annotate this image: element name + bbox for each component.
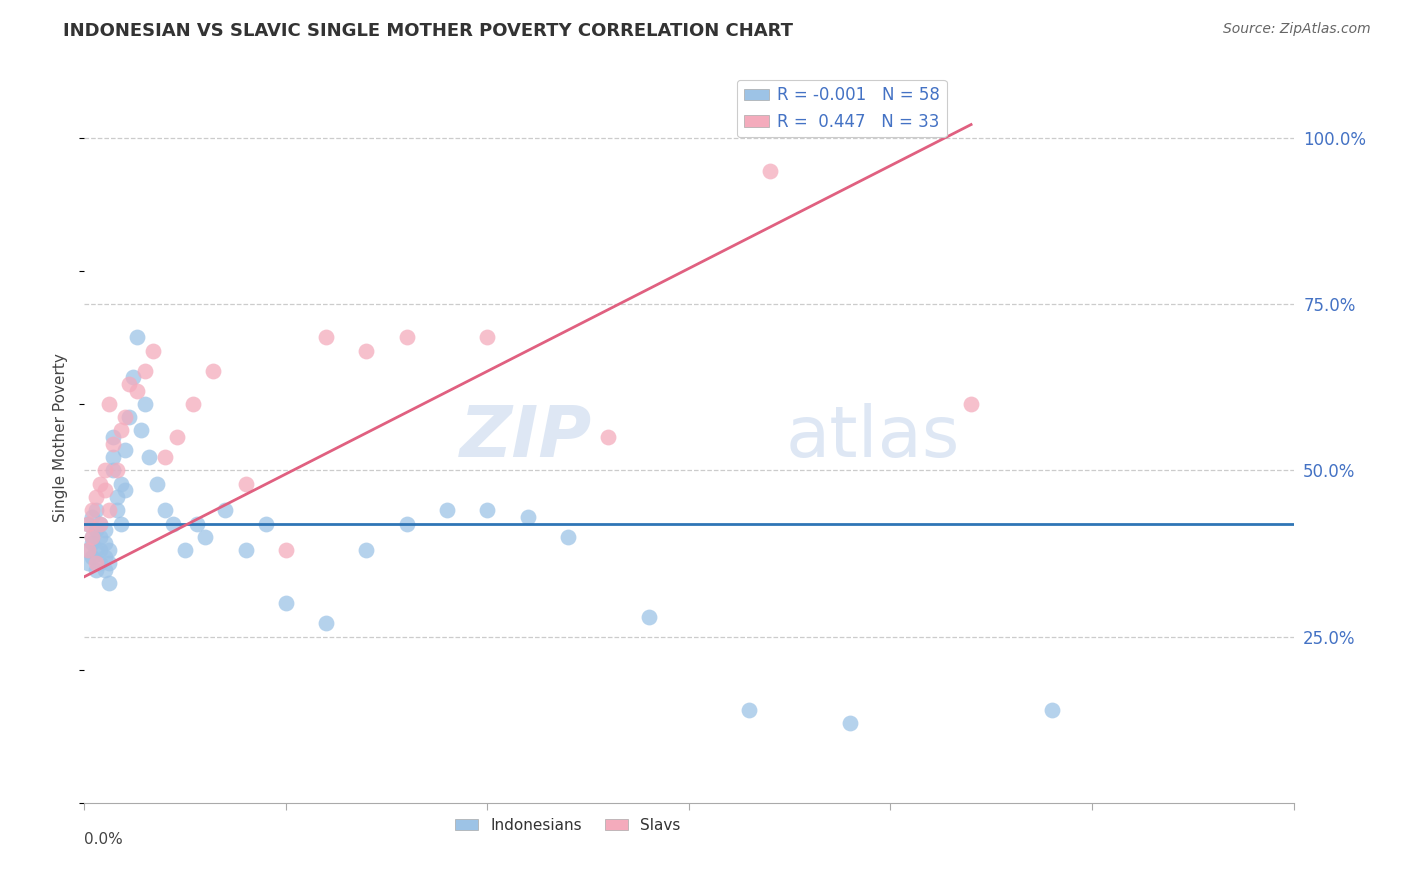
Point <box>89 530 111 544</box>
Point <box>114 443 136 458</box>
Point <box>101 430 124 444</box>
Point <box>598 430 620 444</box>
Point <box>315 616 337 631</box>
Point <box>89 476 111 491</box>
Point <box>214 503 236 517</box>
Point <box>202 363 225 377</box>
Point <box>86 543 108 558</box>
Point <box>960 397 983 411</box>
Point <box>77 543 100 558</box>
Point <box>758 164 780 178</box>
Point <box>77 516 100 531</box>
Point <box>82 503 104 517</box>
Text: INDONESIAN VS SLAVIC SINGLE MOTHER POVERTY CORRELATION CHART: INDONESIAN VS SLAVIC SINGLE MOTHER POVER… <box>63 22 793 40</box>
Point <box>186 516 208 531</box>
Point <box>153 503 176 517</box>
Point <box>89 516 111 531</box>
Point <box>89 557 111 571</box>
Point <box>82 530 104 544</box>
Point <box>101 436 124 450</box>
Text: 0.0%: 0.0% <box>84 832 124 847</box>
Point <box>166 430 188 444</box>
Y-axis label: Single Mother Poverty: Single Mother Poverty <box>53 352 69 522</box>
Point <box>110 516 132 531</box>
Point <box>97 543 120 558</box>
Point <box>839 716 862 731</box>
Point <box>162 516 184 531</box>
Point <box>110 476 132 491</box>
Point <box>93 536 115 550</box>
Point <box>1040 703 1063 717</box>
Point <box>138 450 160 464</box>
Point <box>101 463 124 477</box>
Point <box>637 609 659 624</box>
Point <box>77 516 100 531</box>
Point <box>110 424 132 438</box>
Point <box>356 343 378 358</box>
Point <box>86 523 108 537</box>
Point <box>274 543 297 558</box>
Point <box>93 523 115 537</box>
Point <box>738 703 761 717</box>
Point <box>97 397 120 411</box>
Point <box>97 503 120 517</box>
Point <box>121 370 143 384</box>
Point <box>82 536 104 550</box>
Point <box>86 490 108 504</box>
Point <box>477 330 499 344</box>
Point <box>274 596 297 610</box>
Point <box>118 376 141 391</box>
Point <box>105 463 128 477</box>
Point <box>82 509 104 524</box>
Point <box>86 557 108 571</box>
Point <box>142 343 165 358</box>
Point <box>86 503 108 517</box>
Point <box>134 397 156 411</box>
Point <box>105 490 128 504</box>
Point <box>356 543 378 558</box>
Point <box>114 483 136 498</box>
Text: Source: ZipAtlas.com: Source: ZipAtlas.com <box>1223 22 1371 37</box>
Point <box>93 483 115 498</box>
Point <box>82 549 104 564</box>
Point <box>89 516 111 531</box>
Text: ZIP: ZIP <box>460 402 592 472</box>
Point <box>395 330 418 344</box>
Point <box>114 410 136 425</box>
Point <box>477 503 499 517</box>
Point <box>97 557 120 571</box>
Point <box>93 463 115 477</box>
Point <box>174 543 197 558</box>
Point <box>254 516 277 531</box>
Point <box>125 330 148 344</box>
Legend: Indonesians, Slavs: Indonesians, Slavs <box>450 812 686 839</box>
Point <box>516 509 538 524</box>
Point <box>89 543 111 558</box>
Point <box>82 530 104 544</box>
Point <box>181 397 204 411</box>
Point <box>235 543 257 558</box>
Point <box>105 503 128 517</box>
Point <box>97 576 120 591</box>
Point <box>86 563 108 577</box>
Point <box>146 476 169 491</box>
Point <box>315 330 337 344</box>
Point <box>194 530 217 544</box>
Point <box>101 450 124 464</box>
Point <box>77 543 100 558</box>
Point <box>134 363 156 377</box>
Point <box>77 557 100 571</box>
Point <box>125 384 148 398</box>
Point <box>395 516 418 531</box>
Point <box>93 549 115 564</box>
Point <box>93 563 115 577</box>
Point <box>153 450 176 464</box>
Point <box>129 424 152 438</box>
Point <box>235 476 257 491</box>
Point <box>557 530 579 544</box>
Point <box>436 503 458 517</box>
Text: atlas: atlas <box>786 402 960 472</box>
Point <box>118 410 141 425</box>
